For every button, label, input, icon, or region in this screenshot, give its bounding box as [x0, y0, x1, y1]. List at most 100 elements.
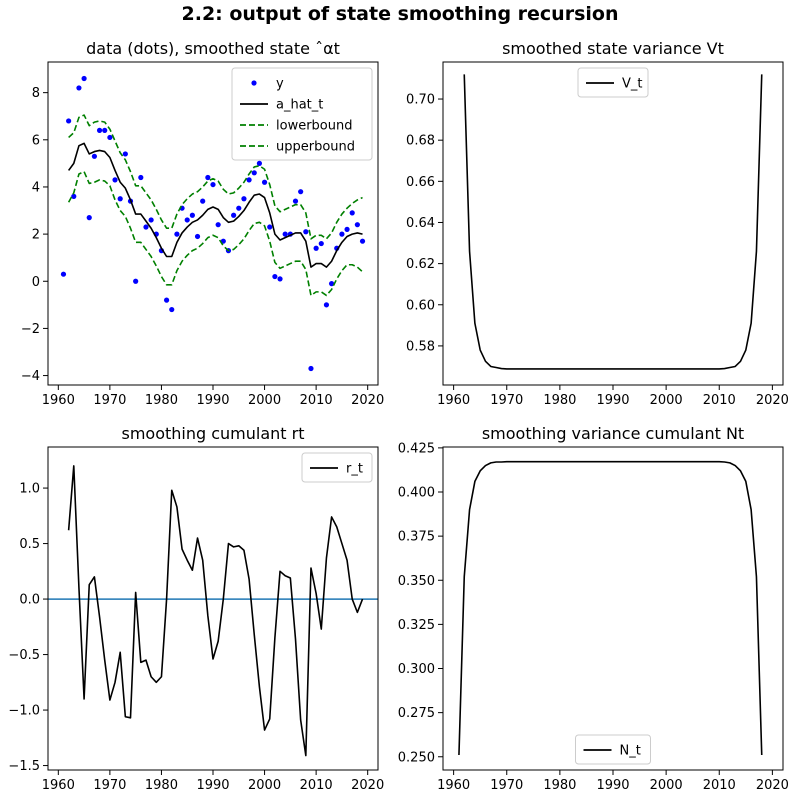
legend-label: upperbound: [276, 140, 355, 155]
y-tick-label: −4: [21, 369, 40, 384]
y-point: [91, 153, 98, 159]
x-tick-label: 2020: [756, 393, 789, 408]
y-tick-label: 0.250: [398, 750, 435, 765]
y-tick-label: −0.5: [8, 648, 40, 663]
y-tick-label: 0.350: [398, 574, 435, 589]
legend-label: N_t: [620, 744, 641, 759]
y-point: [60, 271, 67, 277]
y-point: [133, 278, 139, 284]
x-tick-label: 1980: [543, 393, 576, 408]
legend-label: a_hat_t: [276, 98, 323, 113]
x-tick-label: 1990: [196, 393, 229, 408]
y-point: [215, 222, 221, 228]
y-point: [292, 198, 299, 204]
plot-area: [458, 460, 763, 756]
y-point: [174, 231, 180, 237]
y-tick-label: 0.5: [19, 537, 40, 552]
y-point: [122, 151, 128, 157]
plot-area: [60, 75, 366, 372]
y-point: [261, 179, 268, 185]
y-tick-label: 0.58: [406, 339, 435, 354]
subplot-smoothed-state: data (dots), smoothed state ˆαt 1960 1970 1…: [21, 39, 384, 408]
legend: N_t: [575, 734, 651, 765]
axes-frame: [442, 446, 784, 771]
y-point: [298, 189, 304, 195]
y-point: [339, 231, 345, 237]
y-tick-label: 0.66: [406, 175, 435, 190]
y-point: [117, 196, 123, 202]
y-point: [354, 222, 360, 228]
legend: V_t: [577, 67, 649, 98]
x-tick-label: 1980: [145, 393, 178, 408]
n-t-line: [458, 460, 763, 756]
legend-label: lowerbound: [276, 119, 352, 134]
y-tick-label: −1.0: [8, 704, 40, 719]
y-point: [241, 196, 247, 202]
y-point: [107, 134, 113, 141]
y-tick-label: 0.375: [398, 530, 435, 545]
y-tick-label: 2: [32, 228, 40, 243]
legend-label: V_t: [622, 77, 643, 92]
y-tick-label: 0.425: [398, 441, 435, 456]
legend-label: r_t: [346, 462, 363, 477]
y-tick-label: 8: [32, 86, 40, 101]
y-tick-label: −2: [21, 322, 40, 337]
y-tick-label: 0: [32, 275, 40, 290]
x-tick-label: 1990: [196, 778, 229, 793]
y-point: [148, 217, 154, 223]
y-point: [318, 240, 324, 247]
x-tick-label: 2010: [703, 393, 736, 408]
axes-frame: [442, 61, 784, 386]
y-point: [313, 245, 319, 251]
x-tick-label: 1980: [543, 778, 576, 793]
y-point: [163, 297, 170, 303]
x-tick-label: 1970: [93, 778, 126, 793]
subplot-title: data (dots), smoothed state ˆαt: [86, 39, 340, 58]
x-tick-label: 1960: [437, 393, 470, 408]
y-point: [81, 75, 87, 82]
x-tick-label: 2020: [756, 778, 789, 793]
figure-title: 2.2: output of state smoothing recursion: [182, 3, 619, 25]
x-tick-label: 2020: [351, 393, 384, 408]
y-point: [267, 224, 273, 230]
x-tick-label: 1980: [145, 778, 178, 793]
y-point: [205, 174, 211, 181]
x-tick-label: 1970: [93, 393, 126, 408]
y-tick-label: 0.64: [406, 216, 435, 231]
y-point: [71, 193, 77, 199]
y-point: [282, 231, 288, 237]
y-point: [359, 238, 366, 244]
x-tick-label: 1990: [596, 393, 629, 408]
y-point: [328, 281, 335, 287]
x-tick-label: 2000: [650, 393, 683, 408]
upperbound-line: [68, 114, 363, 240]
y-point: [344, 226, 350, 232]
axes-frame: [47, 446, 379, 771]
y-tick-label: 0.62: [406, 257, 435, 272]
legend-box: [575, 734, 651, 765]
y-point: [272, 273, 278, 280]
y-point: [194, 233, 201, 240]
x-tick-label: 2010: [703, 778, 736, 793]
y-point: [210, 181, 216, 188]
a-hat-t-line: [67, 142, 363, 268]
y-tick-label: 6: [32, 133, 40, 148]
y-point: [102, 127, 108, 133]
legend-box: [231, 67, 373, 161]
legend: r_t: [301, 452, 373, 483]
v-t-line: [463, 74, 763, 370]
y-tick-label: 0.400: [398, 486, 435, 501]
y-point: [256, 160, 263, 166]
x-tick-label: 2010: [300, 778, 333, 793]
x-tick-label: 1960: [42, 778, 75, 793]
subplot-title: smoothing variance cumulant Nt: [482, 424, 744, 443]
y-tick-label: 1.0: [19, 482, 40, 497]
axes-frame: [47, 61, 379, 386]
x-tick-label: 2000: [248, 778, 281, 793]
y-point: [76, 85, 82, 91]
y-point: [86, 215, 92, 221]
plot-area: [48, 465, 378, 757]
x-tick-label: 1970: [490, 778, 523, 793]
y-point: [189, 212, 195, 218]
y-point: [246, 177, 252, 183]
